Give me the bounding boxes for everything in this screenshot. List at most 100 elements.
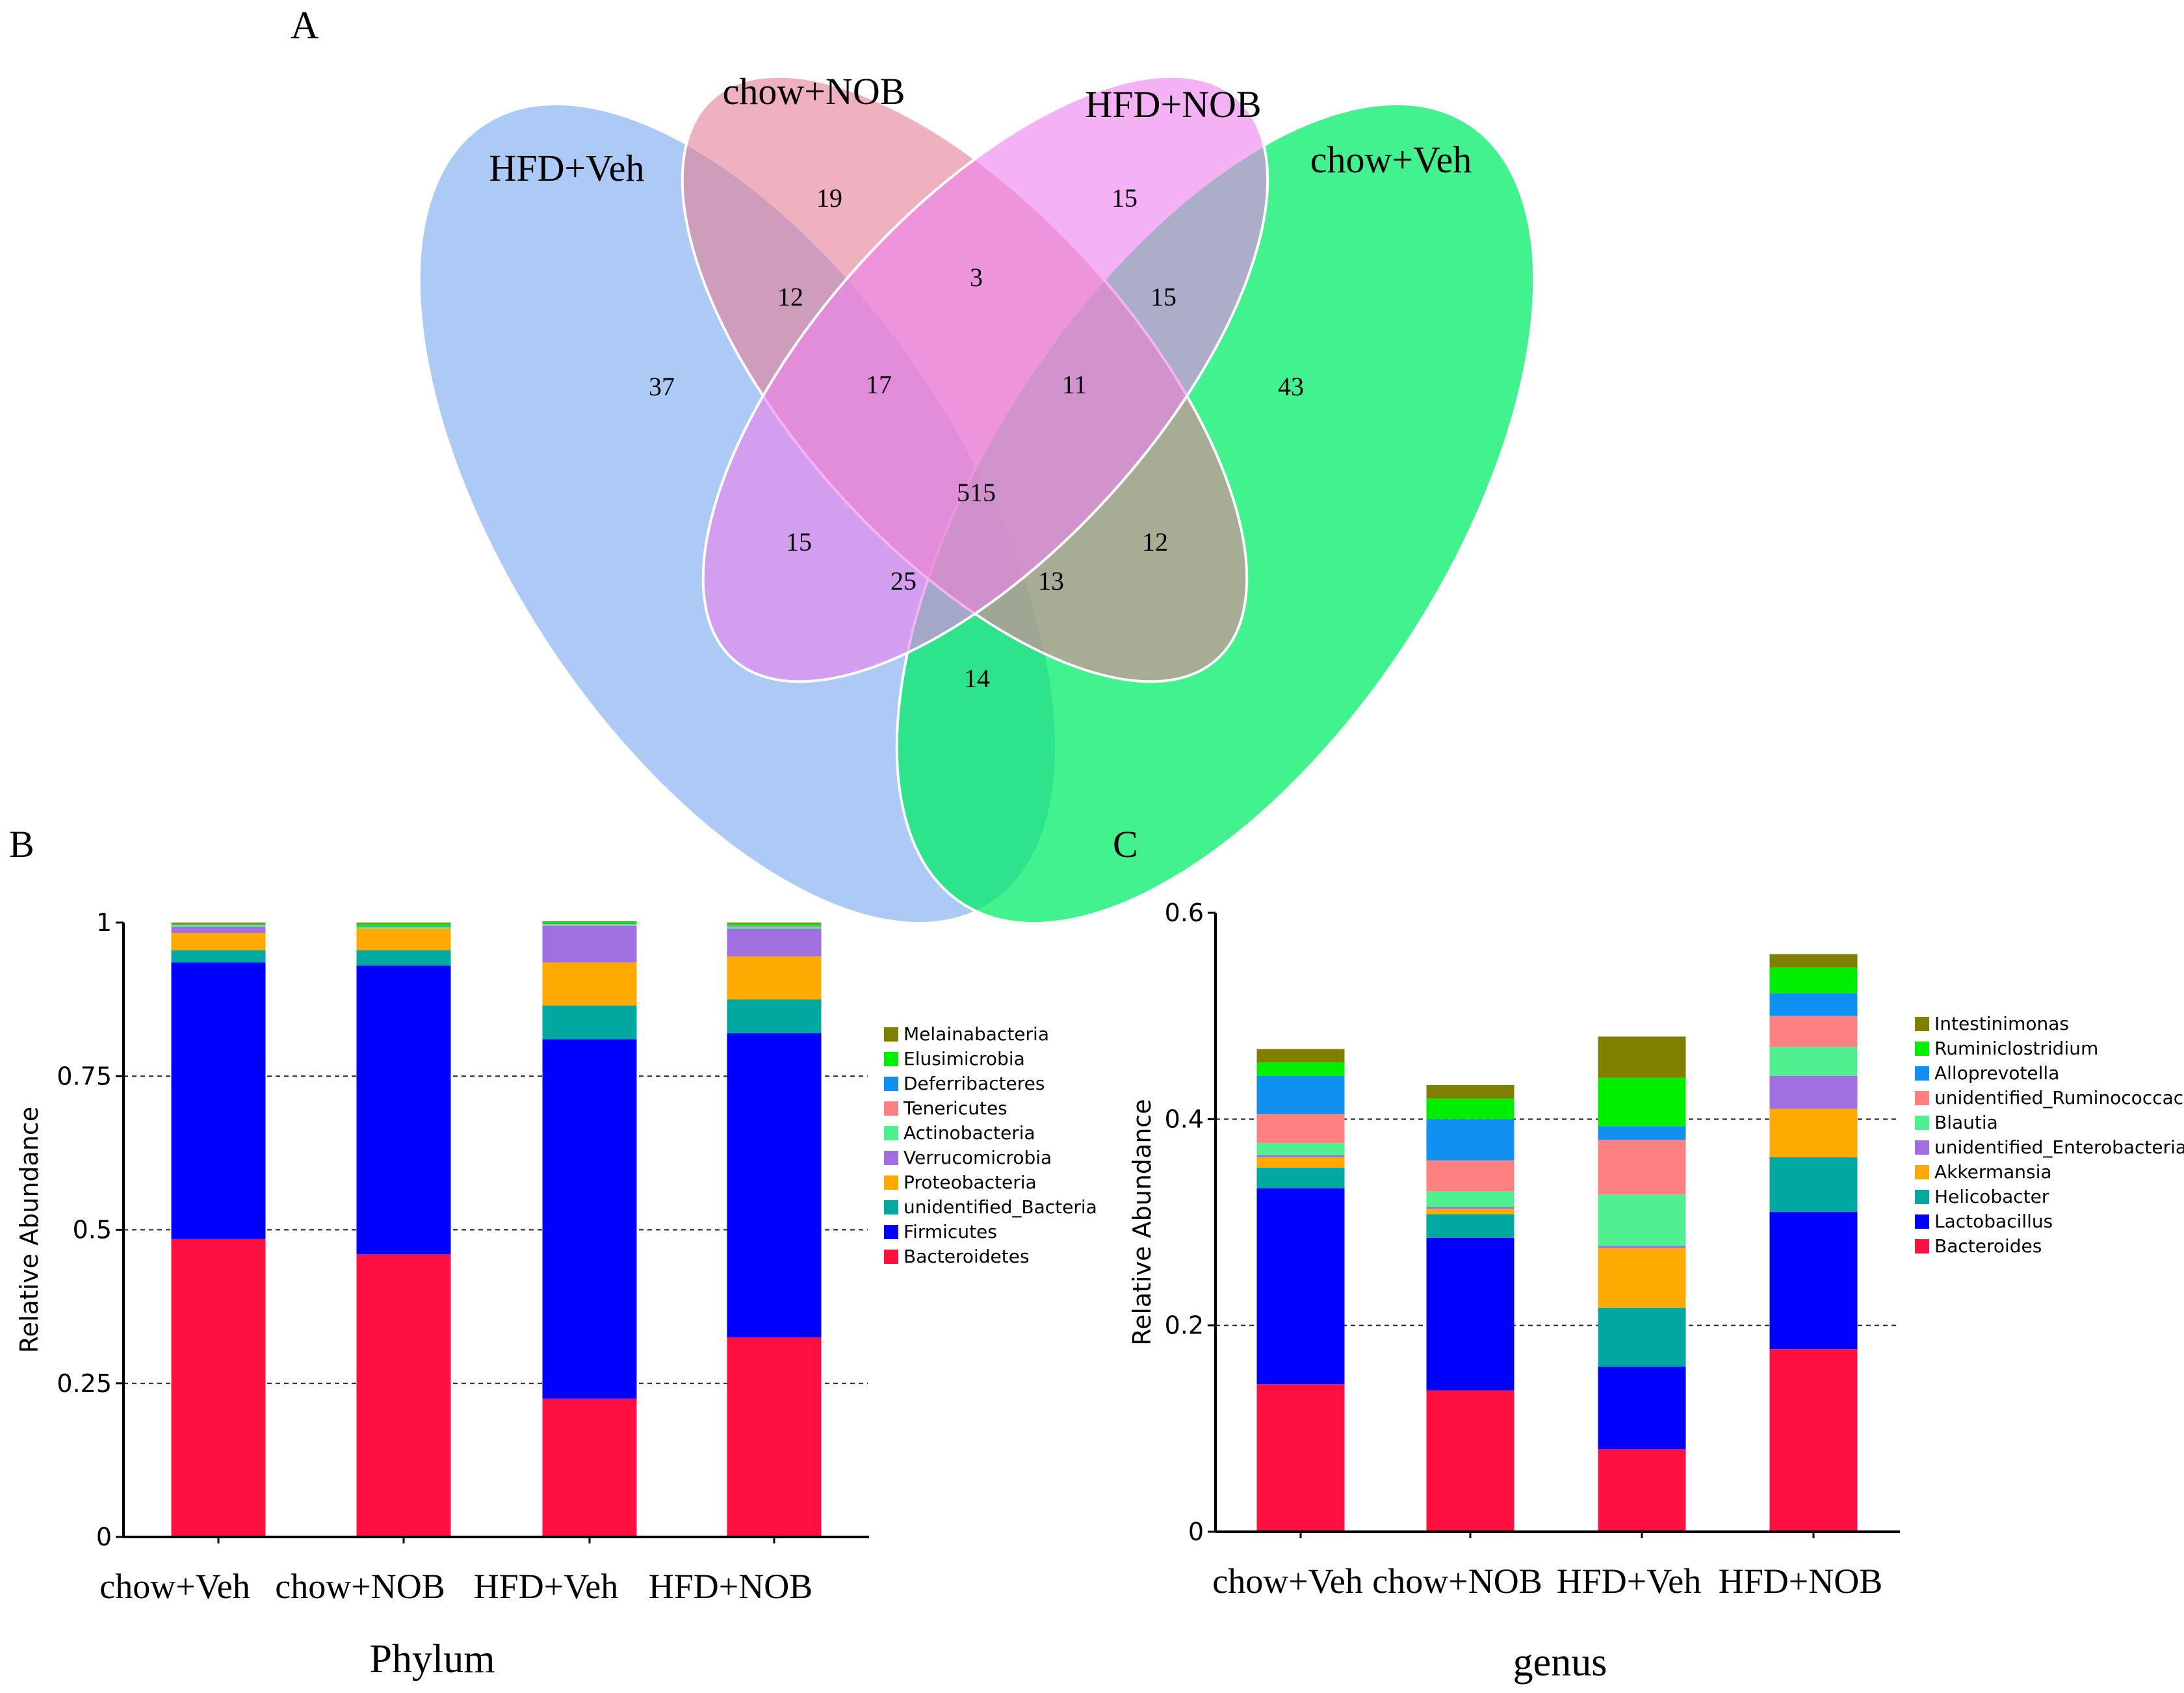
- bar-segment: [356, 923, 451, 924]
- legend-label: Melainabacteria: [904, 1023, 1049, 1045]
- legend-label: Blautia: [1934, 1112, 1998, 1133]
- bar-segment: [727, 923, 822, 924]
- legend-swatch: [884, 1225, 898, 1239]
- bar-segment: [1769, 967, 1858, 993]
- venn-diagram: A HFD+Veh chow+NOB HFD+NOB chow+Veh 37 1…: [291, 4, 1536, 925]
- legend-swatch: [884, 1077, 898, 1091]
- bar-segment: [1426, 1098, 1514, 1120]
- legend-swatch: [884, 1250, 898, 1264]
- bar-segment: [542, 962, 637, 1006]
- legend-swatch: [1915, 1116, 1929, 1130]
- bar-segment: [356, 928, 451, 951]
- legend-label: Actinobacteria: [904, 1122, 1035, 1144]
- legend-label: Firmicutes: [904, 1221, 997, 1242]
- bar-segment: [1256, 1114, 1345, 1143]
- bar-segment: [727, 1033, 822, 1337]
- panel-label: B: [9, 823, 34, 865]
- venn-set-label-chow-nob: chow+NOB: [723, 70, 905, 112]
- bar-segment: [171, 926, 266, 934]
- y-tick-label: 1: [96, 908, 112, 937]
- bar-segment: [1256, 1049, 1345, 1063]
- legend-label: Intestinimonas: [1934, 1013, 2069, 1034]
- bar-segment: [542, 1398, 637, 1537]
- y-tick-label: 0.6: [1165, 899, 1204, 927]
- venn-set-label-chow-veh: chow+Veh: [1310, 138, 1472, 181]
- bar-segment: [171, 923, 266, 925]
- bar-segment: [727, 999, 822, 1034]
- venn-count-three-left: 17: [866, 370, 892, 399]
- y-tick-label: 0: [96, 1523, 112, 1551]
- legend-label: unidentified_Enterobacteriaceae: [1934, 1136, 2184, 1158]
- legend-swatch: [884, 1151, 898, 1165]
- legend-swatch: [884, 1126, 898, 1140]
- bar-segment: [1426, 1191, 1514, 1207]
- bar-segment: [1769, 1075, 1858, 1109]
- legend-label: unidentified_Ruminococcaceae: [1934, 1087, 2184, 1109]
- bar-segment: [171, 933, 266, 951]
- bar-segment: [1598, 1367, 1686, 1450]
- y-tick-label: 0.5: [73, 1216, 112, 1244]
- bar-segment: [1256, 1157, 1345, 1168]
- bar-segment: [1598, 1246, 1686, 1248]
- legend-label: Tenericutes: [903, 1097, 1008, 1119]
- bar-segment: [1256, 1384, 1345, 1532]
- bar-segment: [727, 956, 822, 1000]
- x-axis-label: genus: [1513, 1640, 1607, 1685]
- legend-label: Deferribacteres: [904, 1073, 1045, 1094]
- x-tick-label: HFD+NOB: [649, 1567, 813, 1606]
- x-tick-label: chow+NOB: [275, 1567, 445, 1606]
- legend-label: Alloprevotella: [1934, 1062, 2059, 1084]
- legend-label: Akkermansia: [1934, 1161, 2052, 1183]
- x-tick-label: HFD+Veh: [1557, 1562, 1701, 1601]
- bar-segment: [1256, 1188, 1345, 1385]
- bar-segment: [356, 926, 451, 928]
- bar-segment: [727, 928, 822, 956]
- bar-segment: [727, 1337, 822, 1537]
- bar-segment: [727, 926, 822, 927]
- legend-label: Elusimicrobia: [904, 1048, 1025, 1070]
- bar-segment: [542, 921, 637, 923]
- bar-segment: [1598, 1036, 1686, 1078]
- legend-swatch: [1915, 1190, 1929, 1204]
- legend-label: Helicobacter: [1934, 1186, 2049, 1207]
- legend-swatch: [1915, 1042, 1929, 1056]
- bar-segment: [356, 926, 451, 927]
- bar-segment: [1256, 1142, 1345, 1155]
- bar-segment: [1769, 954, 1858, 968]
- bar-segment: [356, 923, 451, 926]
- legend-swatch: [1915, 1091, 1929, 1105]
- venn-count-hfdnob-chowveh: 15: [1150, 282, 1176, 311]
- venn-set-label-hfd-nob: HFD+NOB: [1085, 83, 1261, 125]
- bar-segment: [1769, 1212, 1858, 1350]
- bar-segment: [542, 1039, 637, 1399]
- venn-count-chow-nob-only: 19: [816, 183, 842, 213]
- venn-count-hfdveh-hfdnob: 15: [786, 527, 812, 557]
- legend-swatch: [884, 1052, 898, 1066]
- venn-count-chownob-chowveh: 12: [1142, 527, 1168, 557]
- bar-segment: [1769, 1109, 1858, 1158]
- venn-set-label-hfd-veh: HFD+Veh: [489, 147, 645, 189]
- bar-segment: [356, 965, 451, 1255]
- x-tick-label: HFD+Veh: [474, 1567, 618, 1606]
- bar-segment: [1256, 1075, 1345, 1114]
- legend-swatch: [1915, 1214, 1929, 1229]
- bar-segment: [1598, 1449, 1686, 1532]
- venn-count-chownob-hfdnob: 3: [970, 263, 983, 292]
- x-axis-label: Phylum: [370, 1637, 495, 1681]
- venn-count-three-right: 11: [1062, 370, 1087, 399]
- bar-segment: [1426, 1207, 1514, 1209]
- legend-swatch: [1915, 1140, 1929, 1155]
- venn-count-chow-veh-only: 43: [1278, 372, 1304, 401]
- bar-segment: [542, 922, 637, 923]
- x-tick-label: chow+Veh: [99, 1567, 250, 1606]
- venn-count-hfd-veh-only: 37: [649, 372, 675, 401]
- bar-segment: [1769, 993, 1858, 1016]
- bar-segment: [1426, 1084, 1514, 1099]
- bar-segment: [1426, 1160, 1514, 1192]
- bar-segment: [1598, 1140, 1686, 1195]
- legend-label: Lactobacillus: [1934, 1211, 2053, 1232]
- legend-label: unidentified_Bacteria: [904, 1196, 1097, 1218]
- legend-swatch: [884, 1027, 898, 1042]
- panel-label-a: A: [291, 4, 318, 47]
